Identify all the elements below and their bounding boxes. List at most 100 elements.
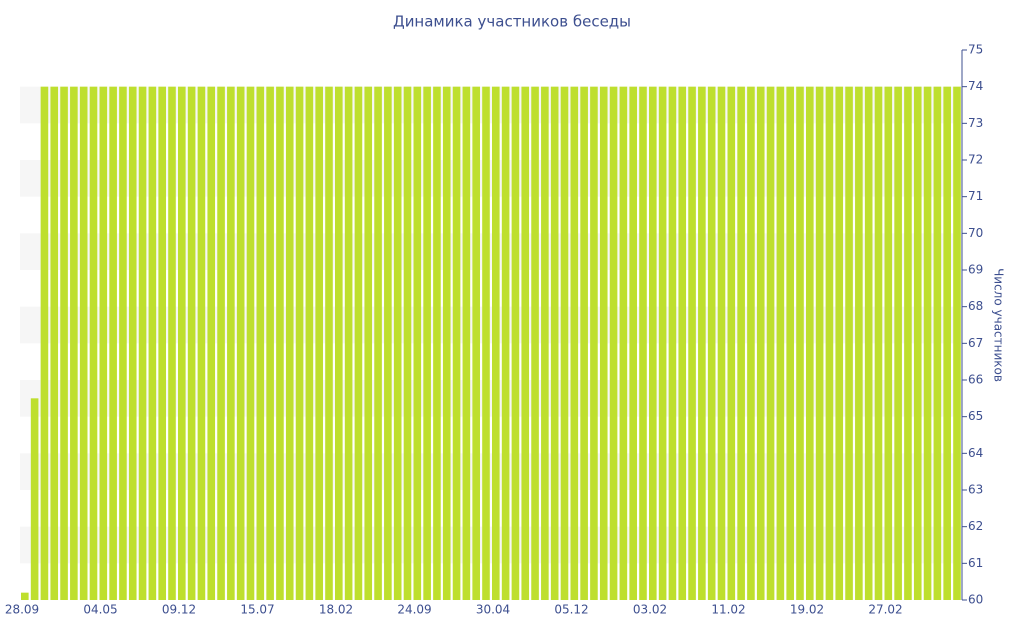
bar (138, 86, 147, 600)
bar (864, 86, 873, 600)
bar (590, 86, 598, 600)
bar (462, 86, 471, 600)
bar (639, 86, 647, 600)
bar (89, 86, 98, 600)
bar (236, 86, 245, 600)
chart-title: Динамика участников беседы (393, 13, 631, 31)
bar (482, 86, 490, 600)
bar (197, 86, 206, 600)
bar (904, 86, 912, 600)
bar (668, 86, 677, 600)
x-tick-label: 27.02 (868, 603, 902, 617)
x-tick-label: 19.02 (790, 603, 824, 617)
bar (285, 86, 294, 600)
bar (354, 86, 363, 600)
bar (845, 86, 853, 600)
bar (423, 86, 431, 600)
bar (609, 86, 618, 600)
y-tick-label: 65 (968, 409, 983, 423)
bar (60, 86, 68, 600)
grid-band (20, 306, 962, 344)
bar (168, 86, 176, 600)
bar (79, 86, 88, 600)
x-tick-label: 24.09 (397, 603, 431, 617)
y-tick-label: 60 (968, 593, 983, 607)
bar (747, 86, 755, 600)
bar (815, 86, 824, 600)
bar (550, 86, 559, 600)
bar (99, 86, 108, 600)
y-tick-label: 68 (968, 299, 983, 313)
x-tick-label: 15.07 (240, 603, 274, 617)
bar (776, 86, 785, 600)
bar (119, 86, 127, 600)
x-tick-label: 18.02 (319, 603, 353, 617)
y-tick-label: 72 (968, 153, 983, 167)
bar (727, 86, 736, 600)
bar (187, 86, 196, 600)
y-tick-label: 63 (968, 483, 983, 497)
bar (364, 86, 373, 600)
bar (766, 86, 775, 600)
y-tick-label: 64 (968, 446, 983, 460)
y-tick-label: 71 (968, 189, 983, 203)
bar (874, 86, 883, 600)
y-tick-label: 67 (968, 336, 983, 350)
bar (541, 86, 549, 600)
bar (442, 86, 451, 600)
bar (492, 86, 500, 600)
bar (943, 86, 951, 600)
bar (560, 86, 569, 600)
bar (629, 86, 637, 600)
bar (276, 86, 284, 600)
x-tick-label: 28.09 (5, 603, 39, 617)
bar (148, 86, 157, 600)
bar (855, 86, 863, 600)
bar (933, 86, 942, 600)
bar (295, 86, 304, 600)
x-tick-label: 30.04 (476, 603, 510, 617)
bar (128, 86, 137, 600)
bar (707, 86, 716, 600)
x-tick-label: 09.12 (162, 603, 196, 617)
y-axis-title: Число участников (992, 268, 1006, 382)
bar (570, 86, 579, 600)
bar (658, 86, 667, 600)
bar (227, 86, 235, 600)
bar (158, 86, 166, 600)
grid-band (20, 453, 962, 490)
grid-band (20, 233, 962, 270)
grid-band (20, 160, 962, 197)
y-tick-label: 69 (968, 263, 983, 277)
bar (894, 86, 902, 600)
bar (256, 86, 265, 600)
bar (70, 86, 78, 600)
x-tick-label: 11.02 (711, 603, 745, 617)
bar (953, 86, 961, 600)
y-tick-label: 70 (968, 226, 983, 240)
bar (178, 86, 186, 600)
bar (40, 86, 49, 600)
bar (913, 86, 922, 600)
bar (796, 86, 804, 600)
x-tick-label: 05.12 (554, 603, 588, 617)
y-tick-label: 66 (968, 373, 983, 387)
grid-band (20, 380, 962, 417)
bar (30, 398, 39, 600)
bar (717, 86, 726, 600)
bar (325, 86, 333, 600)
bar (806, 86, 814, 600)
bar (472, 86, 480, 600)
bar (207, 86, 216, 600)
bar (678, 86, 687, 600)
x-tick-label: 04.05 (83, 603, 117, 617)
bar (688, 86, 696, 600)
y-tick-label: 74 (968, 79, 983, 93)
bar (217, 86, 225, 600)
grid-band (20, 86, 962, 124)
x-tick-label: 03.02 (633, 603, 667, 617)
bar (374, 86, 382, 600)
grid-band (20, 526, 962, 564)
bar (109, 86, 117, 600)
